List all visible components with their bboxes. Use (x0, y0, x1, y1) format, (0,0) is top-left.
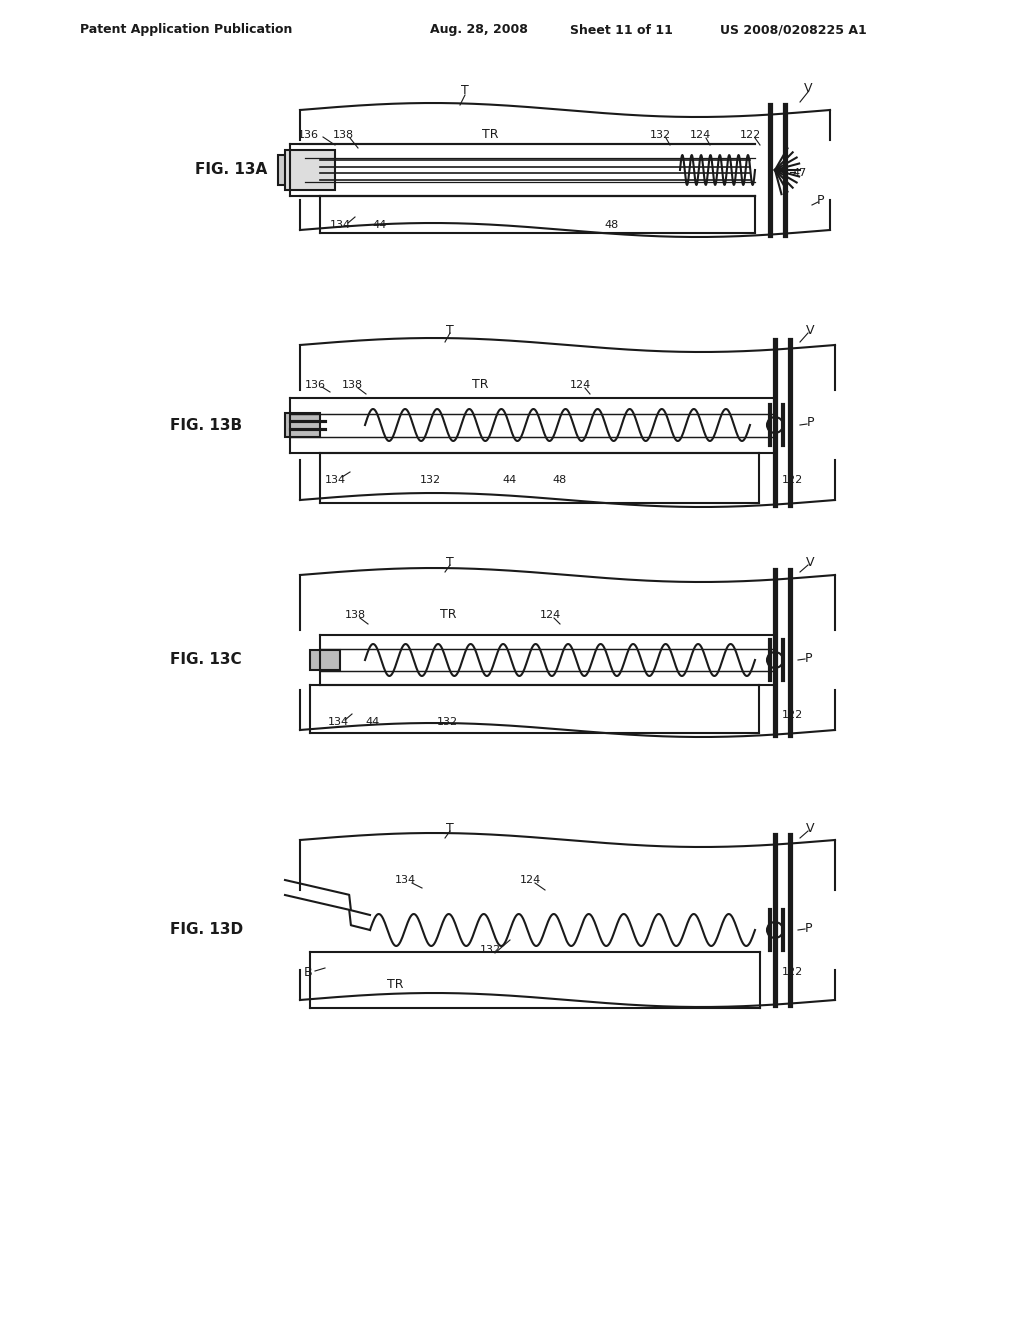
Text: P: P (806, 417, 814, 429)
Text: P: P (804, 652, 812, 664)
Text: T: T (446, 323, 454, 337)
Text: 124: 124 (519, 875, 541, 884)
Text: 44: 44 (366, 717, 380, 727)
Text: US 2008/0208225 A1: US 2008/0208225 A1 (720, 24, 866, 37)
Text: P: P (804, 921, 812, 935)
Text: 122: 122 (781, 710, 803, 719)
Text: 132: 132 (649, 129, 671, 140)
Bar (285, 413, 319, 437)
Text: TR: TR (387, 978, 403, 991)
Text: 47: 47 (793, 168, 807, 178)
Text: TR: TR (481, 128, 499, 141)
Text: P: P (816, 194, 823, 206)
Text: 122: 122 (781, 968, 803, 977)
Text: 134: 134 (330, 220, 350, 230)
Text: V: V (806, 556, 814, 569)
Text: 138: 138 (344, 610, 366, 620)
Text: TR: TR (472, 379, 488, 392)
Text: 124: 124 (540, 610, 560, 620)
Text: 136: 136 (298, 129, 318, 140)
Text: V: V (804, 82, 812, 95)
Text: V: V (806, 821, 814, 834)
Text: 134: 134 (325, 475, 345, 484)
Text: 136: 136 (304, 380, 326, 389)
Text: 138: 138 (341, 380, 362, 389)
Text: Aug. 28, 2008: Aug. 28, 2008 (430, 24, 528, 37)
Text: 122: 122 (781, 475, 803, 484)
Text: 124: 124 (569, 380, 591, 389)
Text: 132: 132 (436, 717, 458, 727)
Text: T: T (461, 83, 469, 96)
Bar (278, 154, 293, 185)
Text: 134: 134 (328, 717, 348, 727)
Text: 124: 124 (689, 129, 711, 140)
Text: 132: 132 (420, 475, 440, 484)
Text: 48: 48 (605, 220, 620, 230)
Bar (310, 649, 340, 671)
Text: FIG. 13B: FIG. 13B (170, 417, 242, 433)
Text: 44: 44 (373, 220, 387, 230)
Text: FIG. 13A: FIG. 13A (195, 162, 267, 177)
Text: 122: 122 (739, 129, 761, 140)
Text: Patent Application Publication: Patent Application Publication (80, 24, 293, 37)
Text: TR: TR (439, 609, 457, 622)
Text: T: T (446, 821, 454, 834)
Text: FIG. 13C: FIG. 13C (170, 652, 242, 668)
Text: 48: 48 (553, 475, 567, 484)
Text: B: B (304, 965, 312, 978)
Text: 138: 138 (333, 129, 353, 140)
Text: T: T (446, 556, 454, 569)
Text: V: V (806, 323, 814, 337)
Bar (285, 150, 335, 190)
Text: 44: 44 (503, 475, 517, 484)
Text: 132: 132 (479, 945, 501, 954)
Text: FIG. 13D: FIG. 13D (170, 923, 243, 937)
Text: Sheet 11 of 11: Sheet 11 of 11 (570, 24, 673, 37)
Text: 134: 134 (394, 875, 416, 884)
